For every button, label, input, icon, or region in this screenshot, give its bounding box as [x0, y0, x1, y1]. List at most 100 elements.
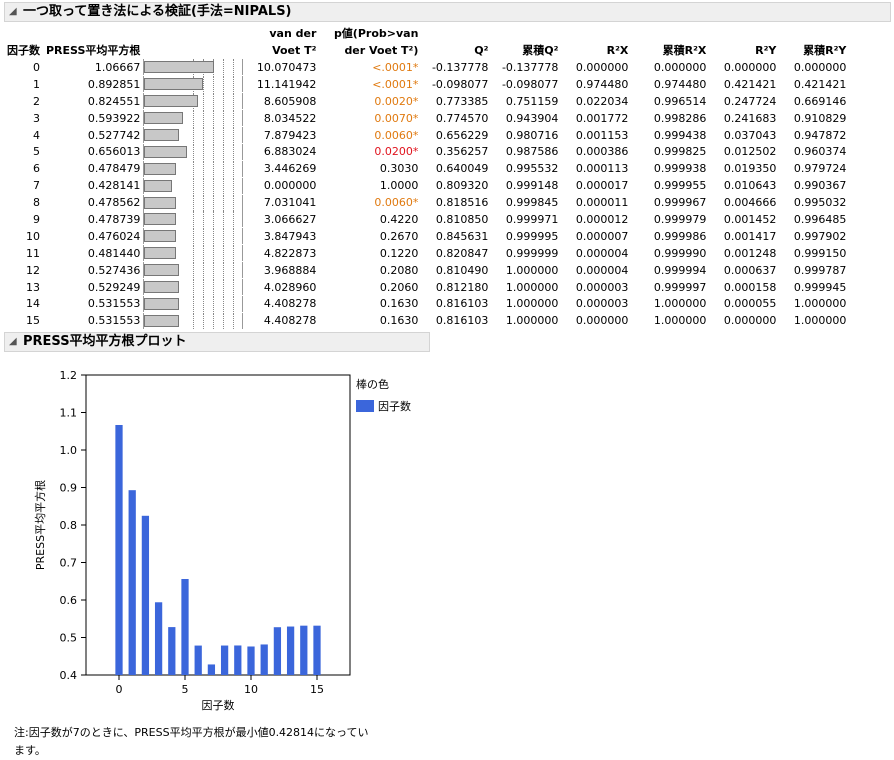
cell-p: 0.0020*	[374, 94, 419, 108]
cell-cr2x: 0.999979	[653, 212, 707, 226]
col-header-factors: 因子数	[7, 44, 40, 57]
grid-line	[232, 228, 234, 245]
grid-line	[203, 93, 205, 110]
grid-line	[222, 160, 224, 177]
cell-t2: 10.070473	[256, 60, 317, 74]
col-header-cum-r2x: 累積R²X	[662, 44, 707, 57]
cell-p: 0.0070*	[374, 111, 419, 125]
x-tick-label: 5	[182, 683, 189, 696]
grid-line	[232, 194, 234, 211]
grid-line	[232, 160, 234, 177]
cell-cr2x: 1.000000	[653, 297, 707, 311]
footnote: 注:因子数が7のときに、PRESS平均平方根が最小値0.42814になっています…	[14, 726, 369, 757]
cell-q2: 0.774570	[435, 111, 489, 125]
y-tick-label: 0.5	[60, 632, 78, 645]
cell-press: 0.476024	[87, 229, 141, 243]
cell-q2: 0.640049	[435, 162, 489, 176]
press-bar	[144, 95, 199, 108]
col-header-q2: Q²	[474, 44, 489, 57]
table-row: 13 0.529249 4.028960 0.2060 0.812180 1.000000…	[4, 279, 849, 296]
table-row: 4 0.527742 7.879423 0.0060* 0.656229 0.980716…	[4, 127, 849, 144]
cell-q2: 0.810850	[435, 212, 489, 226]
cell-press: 0.531553	[87, 314, 141, 328]
cell-cr2y: 0.996485	[793, 212, 847, 226]
bar-factor-15	[313, 625, 321, 675]
grid-line	[222, 110, 224, 127]
grid-line	[232, 76, 234, 93]
cell-cr2y: 0.990367	[793, 179, 847, 193]
cell-cq2: 0.995532	[505, 162, 559, 176]
press-bar	[144, 61, 215, 74]
col-header-press: PRESS平均平方根	[46, 44, 141, 57]
cell-t2: 4.408278	[263, 297, 317, 311]
grid-line	[193, 262, 195, 279]
press-bar	[144, 162, 176, 175]
cell-cr2y: 0.999150	[793, 246, 847, 260]
grid-line	[193, 194, 195, 211]
disclosure-triangle-icon[interactable]: ◢	[9, 6, 17, 17]
grid-line	[232, 59, 234, 76]
grid-line	[213, 177, 214, 194]
cell-r2y: 0.421421	[723, 77, 777, 91]
legend-item[interactable]: 因子数	[356, 398, 411, 414]
cell-cq2: 0.980716	[505, 128, 559, 142]
cell-cr2x: 0.998286	[653, 111, 707, 125]
grid-line	[232, 110, 234, 127]
grid-line	[232, 93, 234, 110]
cell-factors: 5	[33, 145, 40, 159]
cell-p: 0.2670	[379, 229, 419, 243]
y-tick-label: 0.8	[60, 519, 78, 532]
y-tick-label: 1.2	[60, 369, 78, 382]
table-row: 6 0.478479 3.446269 0.3030 0.640049 0.995532 0…	[4, 160, 849, 177]
bar-factor-4	[168, 627, 176, 675]
cell-p: <.0001*	[372, 60, 419, 74]
cell-r2x: 0.000113	[575, 162, 629, 176]
grid-line	[203, 312, 205, 329]
cell-p: 0.1220	[379, 246, 419, 260]
table-row: 15 0.531553 4.408278 0.1630 0.816103 1.000000…	[4, 312, 849, 329]
table-row: 9 0.478739 3.066627 0.4220 0.810850 0.999971 0…	[4, 211, 849, 228]
cell-cr2y: 1.000000	[793, 297, 847, 311]
press-bar-cell	[143, 262, 244, 279]
press-bar-track	[143, 245, 244, 262]
press-bar-chart: 0.4 0.5 0.6 0.7 0.8 0.9 1.0 1.1 1.2 0 5 10 15 因子数 PRES…	[33, 369, 351, 712]
cell-r2x: 0.000012	[575, 212, 629, 226]
cell-r2y: 0.000055	[723, 297, 777, 311]
cell-r2x: 0.001772	[575, 111, 629, 125]
cell-q2: 0.820847	[435, 246, 489, 260]
cell-p: 0.0060*	[374, 196, 419, 210]
grid-line	[203, 76, 205, 93]
disclosure-triangle-icon[interactable]: ◢	[9, 336, 17, 347]
bar-factor-13	[286, 626, 295, 675]
cell-t2: 3.066627	[263, 212, 317, 226]
press-bar-track	[143, 59, 244, 76]
cell-press: 0.481440	[87, 246, 141, 260]
grid-line	[193, 312, 195, 329]
section-title: 一つ取って置き法による検証(手法=NIPALS)	[23, 4, 292, 19]
bar-factor-6	[194, 645, 202, 675]
cell-r2y: 0.004666	[723, 196, 777, 210]
bar-factor-14	[300, 625, 308, 675]
grid-line	[222, 279, 224, 296]
cell-factors: 11	[26, 246, 40, 260]
grid-line	[232, 245, 234, 262]
press-bar	[144, 179, 173, 192]
cell-press: 1.06667	[94, 60, 141, 74]
grid-line	[203, 211, 205, 228]
cell-p: 0.1630	[379, 297, 419, 311]
cell-r2y: 0.012502	[723, 145, 777, 159]
grid-line	[203, 262, 205, 279]
grid-line	[222, 211, 224, 228]
section-header-validation[interactable]: ◢ 一つ取って置き法による検証(手法=NIPALS)	[4, 2, 891, 22]
table-row: 12 0.527436 3.968884 0.2080 0.810490 1.000000…	[4, 262, 849, 279]
section-header-press-plot[interactable]: ◢ PRESS平均平方根プロット	[4, 332, 430, 352]
col-header-r2x: R²X	[606, 44, 629, 57]
cell-cr2y: 0.997902	[793, 229, 847, 243]
grid-line	[232, 177, 234, 194]
press-bar-cell	[143, 143, 244, 160]
press-bar-cell	[143, 295, 244, 312]
grid-line	[222, 127, 224, 143]
press-bar-cell	[143, 228, 244, 245]
press-bar	[144, 247, 176, 260]
grid-line	[203, 295, 205, 312]
